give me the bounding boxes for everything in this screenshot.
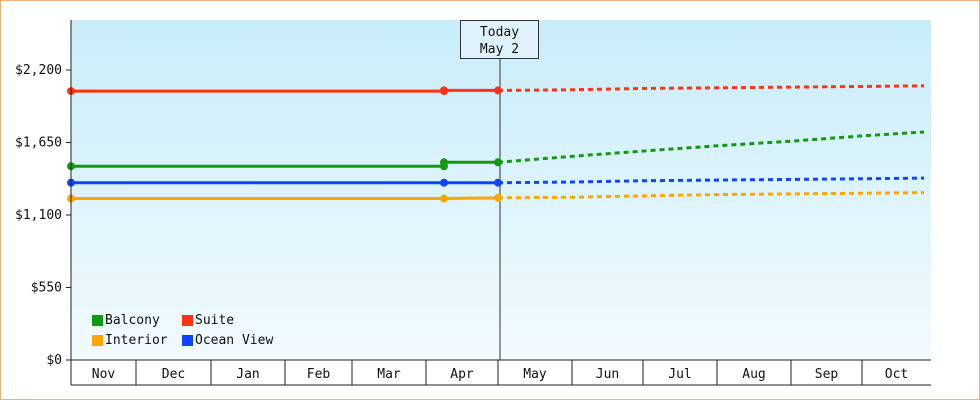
- x-tick-label: Sep: [815, 367, 839, 382]
- legend-item-interior: Interior: [92, 332, 182, 348]
- x-tick-label: Aug: [742, 367, 765, 382]
- legend-item-suite: Suite: [182, 312, 292, 328]
- y-tick-label: $1,100: [15, 208, 62, 223]
- legend-item-ocean-view: Ocean View: [182, 332, 292, 348]
- series-suite-point: [494, 86, 502, 95]
- series-suite-point: [440, 86, 448, 95]
- plot-area: [71, 20, 931, 360]
- series-ocean-view-point: [494, 178, 502, 187]
- series-suite-forecast-line: [497, 84, 925, 92]
- x-tick-label: Apr: [450, 367, 474, 382]
- series-interior-actual-line: [71, 196, 499, 201]
- x-tick-label: May: [523, 367, 547, 382]
- series-balcony-point: [494, 158, 502, 167]
- x-tick-label: Jun: [596, 367, 619, 382]
- legend-swatch: [182, 334, 193, 346]
- series-suite-actual-line: [71, 88, 498, 93]
- legend-label: Suite: [195, 312, 235, 328]
- x-tick-label: Dec: [162, 367, 185, 382]
- series-balcony-point: [440, 158, 448, 167]
- y-tick-label: $550: [31, 281, 62, 296]
- legend-label: Balcony: [105, 312, 160, 328]
- legend-swatch: [92, 314, 103, 326]
- series-ocean-view-forecast-line: [497, 176, 925, 185]
- x-tick-label: Mar: [377, 367, 401, 382]
- legend: Balcony Suite Interior Ocean View: [92, 312, 292, 348]
- legend-label: Ocean View: [195, 332, 274, 348]
- today-marker-line2: May 2: [479, 42, 520, 57]
- x-tick-label: Jan: [236, 367, 259, 382]
- legend-swatch: [182, 314, 193, 326]
- y-tick-label: $2,200: [15, 63, 62, 78]
- y-tick-label: $1,650: [15, 136, 62, 151]
- legend-item-balcony: Balcony: [92, 312, 182, 328]
- today-marker-label: Today May 2: [460, 20, 539, 59]
- series-interior-point: [494, 193, 502, 202]
- x-tick-label: Feb: [307, 367, 331, 382]
- y-tick-label: $0: [46, 353, 62, 368]
- legend-label: Interior: [105, 332, 168, 348]
- today-marker-line1: Today: [479, 25, 520, 40]
- series-balcony-forecast-line: [497, 130, 925, 164]
- legend-swatch: [92, 334, 103, 346]
- x-tick-label: Oct: [885, 367, 908, 382]
- series-ocean-view-point: [440, 178, 448, 187]
- x-tick-label: Nov: [92, 367, 116, 382]
- series-interior-forecast-line: [497, 191, 925, 200]
- x-tick-label: Jul: [668, 367, 691, 382]
- series-interior-point: [440, 194, 448, 203]
